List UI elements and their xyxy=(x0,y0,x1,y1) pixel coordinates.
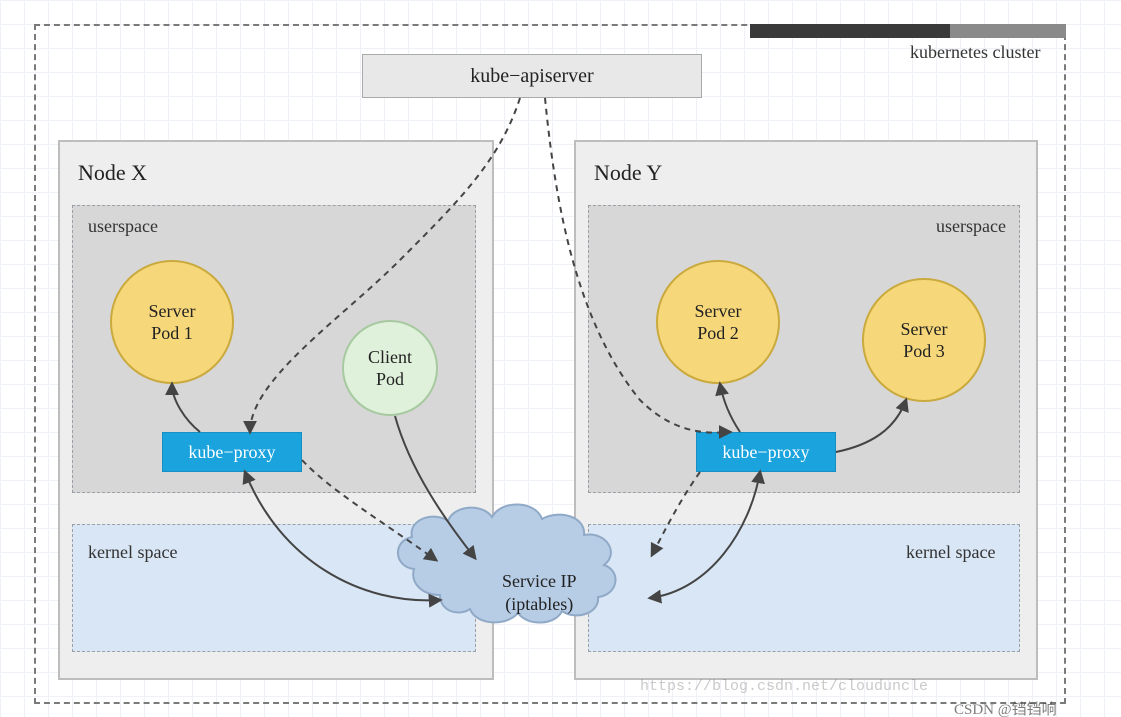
watermark-tag: CSDN @铛铛响 xyxy=(954,698,1057,717)
node-y-userspace-label: userspace xyxy=(936,216,1006,237)
kube-proxy-y-label: kube−proxy xyxy=(722,442,809,463)
server-pod-1: Server Pod 1 xyxy=(110,260,234,384)
node-x-kernelspace-label: kernel space xyxy=(88,542,177,563)
bar-seg-grey xyxy=(950,24,1066,38)
node-y-kernelspace-label: kernel space xyxy=(906,542,995,563)
cluster-top-bar xyxy=(750,24,1066,38)
bar-seg-dark xyxy=(750,24,950,38)
server-pod-3-label: Server Pod 3 xyxy=(901,318,948,363)
client-pod-label: Client Pod xyxy=(368,346,412,391)
server-pod-3: Server Pod 3 xyxy=(862,278,986,402)
kube-apiserver-label: kube−apiserver xyxy=(470,65,593,88)
service-ip-label: Service IP (iptables) xyxy=(502,570,576,615)
node-x-userspace-label: userspace xyxy=(88,216,158,237)
node-x-title: Node X xyxy=(78,160,147,186)
node-y-title: Node Y xyxy=(594,160,662,186)
kube-proxy-x-label: kube−proxy xyxy=(188,442,275,463)
server-pod-1-label: Server Pod 1 xyxy=(149,300,196,345)
cluster-label: kubernetes cluster xyxy=(910,42,1040,63)
watermark-url: https://blog.csdn.net/clouduncle xyxy=(640,678,928,695)
server-pod-2-label: Server Pod 2 xyxy=(695,300,742,345)
server-pod-2: Server Pod 2 xyxy=(656,260,780,384)
kube-proxy-y: kube−proxy xyxy=(696,432,836,472)
client-pod: Client Pod xyxy=(342,320,438,416)
kube-proxy-x: kube−proxy xyxy=(162,432,302,472)
kube-apiserver-box: kube−apiserver xyxy=(362,54,702,98)
